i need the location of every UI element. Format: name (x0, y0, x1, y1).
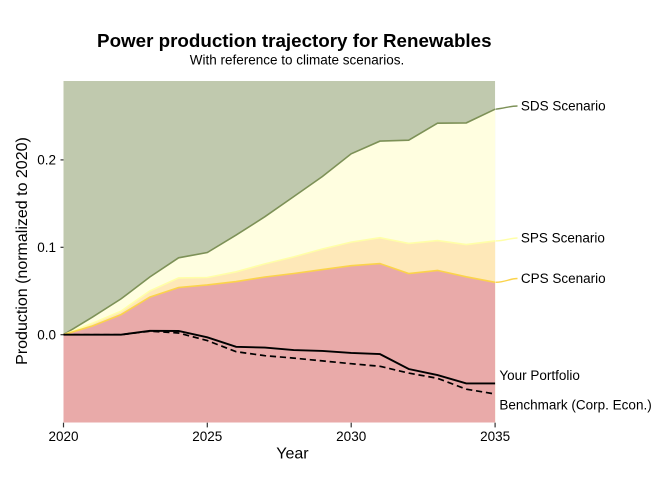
svg-text:With reference to climate scen: With reference to climate scenarios. (190, 53, 405, 68)
svg-text:Production (normalized to 2020: Production (normalized to 2020) (14, 137, 31, 365)
svg-text:CPS Scenario: CPS Scenario (521, 271, 606, 286)
svg-text:2030: 2030 (336, 429, 366, 444)
svg-text:0.0: 0.0 (37, 328, 56, 343)
svg-text:Benchmark (Corp. Econ.): Benchmark (Corp. Econ.) (499, 397, 651, 412)
svg-text:2035: 2035 (480, 429, 510, 444)
svg-text:0.1: 0.1 (37, 240, 56, 255)
svg-text:Power production trajectory fo: Power production trajectory for Renewabl… (97, 30, 492, 51)
svg-text:Your Portfolio: Your Portfolio (499, 368, 580, 383)
svg-text:0.2: 0.2 (37, 153, 56, 168)
svg-text:SDS Scenario: SDS Scenario (521, 99, 606, 114)
svg-text:2025: 2025 (192, 429, 222, 444)
svg-text:2020: 2020 (48, 429, 78, 444)
svg-text:SPS Scenario: SPS Scenario (521, 231, 605, 246)
svg-text:Year: Year (276, 445, 309, 462)
